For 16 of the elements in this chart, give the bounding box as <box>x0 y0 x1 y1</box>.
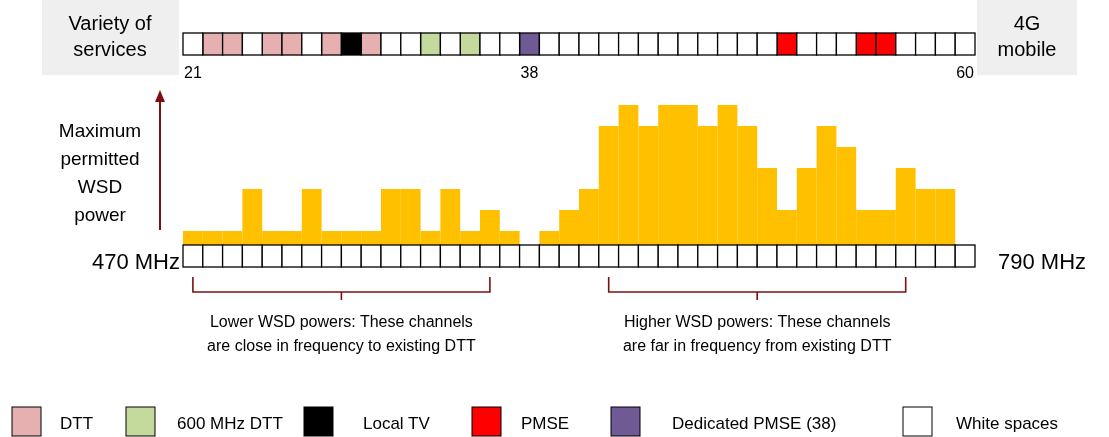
text: 790 MHz <box>998 249 1087 274</box>
text: Variety of services <box>68 12 152 60</box>
x-tick-label: 21 <box>184 64 202 82</box>
legend-label: 600 MHz DTT <box>177 414 283 433</box>
x-tick-label: 60 <box>956 64 975 82</box>
text: 4G mobile <box>997 12 1057 60</box>
legend-label: Dedicated PMSE (38) <box>672 414 837 433</box>
y-axis-title: Maximum permitted WSD power <box>58 120 142 225</box>
legend-label: DTT <box>60 414 94 433</box>
legend-label: PMSE <box>521 414 570 433</box>
legend-label: Local TV <box>363 414 431 433</box>
legend-label: White spaces <box>956 414 1059 433</box>
text: 470 MHz <box>91 249 180 274</box>
x-tick-label: 38 <box>520 64 539 82</box>
text: Higher WSD powers: These channels are far in frequency from existing DTT <box>622 313 892 354</box>
text: Lower WSD powers: These channels are close in frequency to existing DTT <box>207 313 476 354</box>
